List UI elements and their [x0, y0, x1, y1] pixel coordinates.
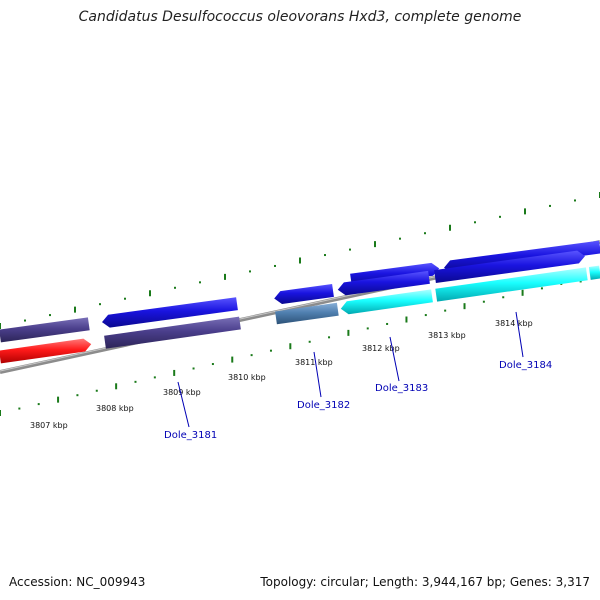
gene-feature[interactable]: [435, 267, 588, 302]
gene-labels: Dole_3181 Dole_3182 Dole_3183 Dole_3184: [164, 360, 552, 441]
gene-label-line-3181: [177, 381, 190, 428]
gene-label-dole-3184[interactable]: Dole_3184: [499, 360, 552, 371]
gene-feature[interactable]: [588, 265, 600, 280]
tick-label-3813: 3813 kbp: [428, 331, 466, 340]
tick-label-3811: 3811 kbp: [295, 358, 333, 367]
tick-label-3812: 3812 kbp: [362, 344, 400, 353]
gene-label-dole-3181[interactable]: Dole_3181: [164, 430, 217, 441]
map-title: Candidatus Desulfococcus oleovorans Hxd3…: [78, 9, 522, 25]
forward-strand-genes: [0, 250, 585, 343]
gene-feature[interactable]: [434, 250, 585, 283]
gene-label-line-3183: [389, 336, 400, 382]
gene-label-dole-3183[interactable]: Dole_3183: [375, 383, 428, 394]
gene-feature[interactable]: [274, 284, 334, 304]
gene-label-lines: [177, 311, 524, 428]
tick-label-3809: 3809 kbp: [163, 388, 201, 397]
gene-label-line-3184: [515, 311, 524, 358]
gene-feature[interactable]: [0, 317, 90, 343]
gene-feature[interactable]: [102, 297, 238, 328]
gene-feature[interactable]: [275, 302, 339, 325]
gene-label-line-3182: [313, 351, 322, 398]
lower-tick-ruler: [0, 274, 600, 416]
position-labels: 3807 kbp 3808 kbp 3809 kbp 3810 kbp 3811…: [30, 319, 533, 430]
accession-label: Accession: NC_009943: [9, 575, 146, 589]
gene-feature[interactable]: [104, 316, 241, 349]
gene-feature[interactable]: [0, 338, 92, 364]
reverse-strand-genes: [0, 265, 600, 364]
upper-tick-ruler: [0, 192, 600, 329]
gene-feature[interactable]: [337, 270, 430, 296]
tick-label-3807: 3807 kbp: [30, 421, 68, 430]
genome-summary: Topology: circular; Length: 3,944,167 bp…: [260, 575, 590, 589]
gene-label-dole-3182[interactable]: Dole_3182: [297, 400, 350, 411]
gene-feature[interactable]: [340, 289, 433, 315]
tick-label-3808: 3808 kbp: [96, 404, 134, 413]
tick-label-3810: 3810 kbp: [228, 373, 266, 382]
tick-label-3814: 3814 kbp: [495, 319, 533, 328]
